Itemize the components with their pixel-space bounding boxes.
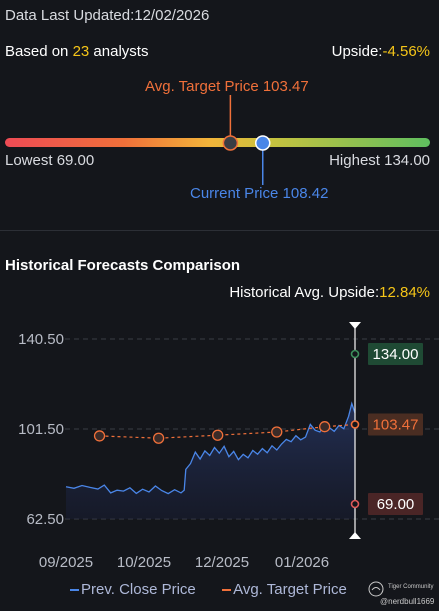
y-tick-label: 101.50 bbox=[18, 421, 64, 438]
chart-legend: Prev. Close Price Avg. Target Price bbox=[70, 581, 347, 598]
low-marker-dot bbox=[350, 499, 360, 509]
legend-close-swatch bbox=[70, 589, 79, 592]
x-tick-label: 10/2025 bbox=[117, 554, 171, 571]
avg-target-label: Avg. Target Price 103.47 bbox=[145, 78, 309, 95]
avg-target-point[interactable] bbox=[93, 430, 106, 442]
high-marker-label: 134.00 bbox=[373, 346, 419, 363]
historical-title: Historical Forecasts Comparison bbox=[5, 257, 241, 274]
historical-upside-label: Historical Avg. Upside: bbox=[229, 284, 380, 301]
section-divider bbox=[0, 230, 439, 231]
based-prefix: Based on bbox=[5, 43, 69, 60]
analyst-count-text: Based on 23 analysts bbox=[5, 43, 148, 60]
watermark-brand: Tiger Community bbox=[388, 584, 434, 590]
low-marker-box bbox=[368, 493, 423, 515]
cursor-top-handle[interactable] bbox=[349, 322, 361, 329]
upside-value: -4.56% bbox=[382, 43, 430, 60]
current-price-label: Current Price 108.42 bbox=[190, 185, 329, 202]
avg-target-point[interactable] bbox=[212, 429, 224, 441]
low-marker-label: 69.00 bbox=[377, 496, 415, 513]
current-price-marker bbox=[254, 135, 271, 151]
x-tick-label: 12/2025 bbox=[195, 554, 249, 571]
based-suffix: analysts bbox=[93, 43, 149, 60]
price-range-bar bbox=[5, 138, 430, 147]
cursor-bottom-handle[interactable] bbox=[349, 532, 361, 539]
avg-target-point[interactable] bbox=[271, 426, 283, 438]
close-price-area bbox=[66, 403, 355, 519]
data-updated-label: Data Last Updated:12/02/2026 bbox=[5, 7, 210, 24]
avg-marker-box bbox=[368, 413, 423, 436]
legend-close-label: Prev. Close Price bbox=[81, 581, 196, 598]
legend-target-swatch bbox=[222, 589, 232, 592]
avg-marker-label: 103.47 bbox=[373, 416, 419, 433]
lowest-target-label: Lowest 69.00 bbox=[5, 152, 95, 169]
avg-marker-dot bbox=[350, 420, 360, 429]
close-price-line bbox=[65, 401, 356, 495]
upside-label: Upside: bbox=[331, 43, 383, 60]
avg-target-marker bbox=[222, 135, 239, 151]
historical-upside-text: Historical Avg. Upside:12.84% bbox=[229, 284, 430, 301]
watermark-user: @nerdbull1669 bbox=[380, 597, 435, 606]
x-tick-label: 09/2025 bbox=[39, 554, 93, 571]
legend-close-item[interactable]: Prev. Close Price bbox=[70, 581, 196, 598]
legend-target-item[interactable]: Avg. Target Price bbox=[222, 581, 347, 598]
upside-text: Upside:-4.56% bbox=[332, 43, 430, 60]
avg-target-point[interactable] bbox=[319, 421, 331, 433]
x-tick-label: 01/2026 bbox=[275, 554, 329, 571]
y-tick-label: 140.50 bbox=[18, 331, 64, 348]
range-markers bbox=[222, 95, 271, 185]
historical-forecast-chart[interactable]: 134.00 103.47 69.00 140.50 101.50 62.50 09/20… bbox=[0, 310, 439, 575]
legend-target-label: Avg. Target Price bbox=[233, 581, 347, 598]
y-tick-label: 62.50 bbox=[26, 511, 64, 528]
historical-upside-value: 12.84% bbox=[379, 284, 430, 301]
high-marker-dot bbox=[350, 349, 360, 359]
highest-target-label: Highest 134.00 bbox=[329, 152, 430, 169]
high-marker-box bbox=[368, 343, 423, 365]
tiger-logo-icon bbox=[368, 581, 384, 597]
avg-target-point[interactable] bbox=[152, 432, 165, 444]
analyst-count: 23 bbox=[72, 43, 90, 60]
